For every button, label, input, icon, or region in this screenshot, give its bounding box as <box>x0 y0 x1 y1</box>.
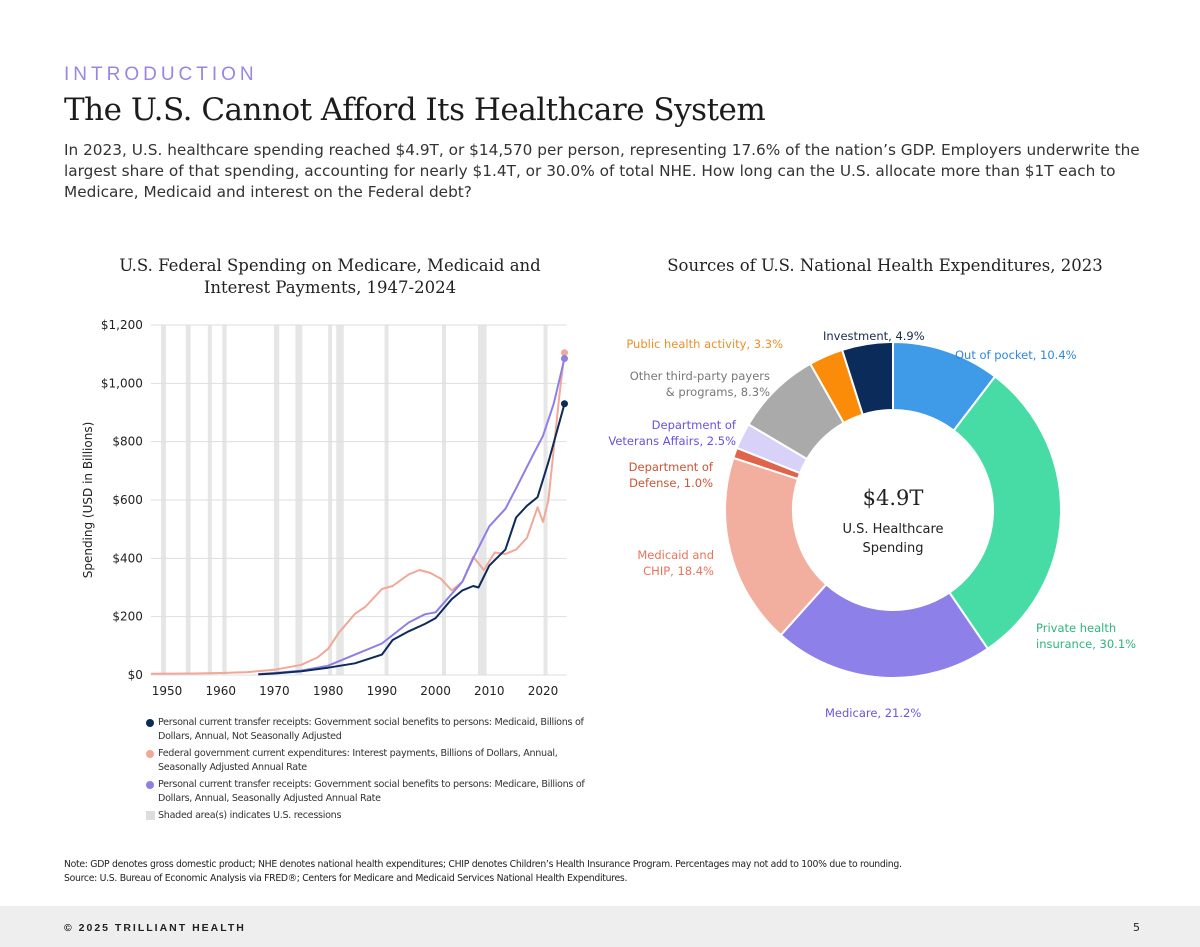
legend-label: Personal current transfer receipts: Gove… <box>158 717 584 742</box>
x-tick-label: 1950 <box>152 684 183 698</box>
x-tick-label: 1990 <box>367 684 398 698</box>
label-line: Other third-party payers <box>629 369 770 383</box>
x-tick-label: 1960 <box>205 684 236 698</box>
x-tick-label: 2000 <box>420 684 451 698</box>
line-chart-title: U.S. Federal Spending on Medicare, Medic… <box>90 255 570 299</box>
line-chart-title-line1: U.S. Federal Spending on Medicare, Medic… <box>119 256 541 275</box>
label-out-of-pocket: Out of pocket, 10.4% <box>955 348 1077 362</box>
donut-center-value: $4.9T <box>862 486 924 510</box>
legend-label: Personal current transfer receipts: Gove… <box>158 779 585 804</box>
label-defense: Department of Defense, 1.0% <box>629 459 713 491</box>
copyright: © 2025 TRILLIANT HEALTH <box>64 922 246 934</box>
label-line: Private health <box>1036 621 1117 635</box>
x-tick-label: 2020 <box>528 684 559 698</box>
label-line: Department of <box>651 418 736 432</box>
y-tick-label: $600 <box>112 493 143 507</box>
y-tick-label: $0 <box>128 668 143 682</box>
footnote: Note: GDP denotes gross domestic product… <box>64 858 902 886</box>
label-line: Medicaid and <box>637 548 714 562</box>
series-line <box>150 352 566 675</box>
line-chart-title-line2: Interest Payments, 1947-2024 <box>203 278 457 297</box>
legend-label: Federal government current expenditures:… <box>158 748 558 773</box>
section-eyebrow: INTRODUCTION <box>64 64 258 85</box>
donut-center-label: U.S. Healthcare Spending <box>842 522 944 556</box>
y-tick-label: $1,000 <box>101 376 143 390</box>
x-tick-label: 1980 <box>313 684 344 698</box>
legend-item-recessions: Shaded area(s) indicates U.S. recessions <box>145 809 605 823</box>
page-number: 5 <box>1133 921 1140 934</box>
series-line <box>258 358 566 676</box>
label-line: CHIP, 18.4% <box>643 564 714 578</box>
line-chart: $0 $200 $400 $600 $800 $1,000 $1,200 1950 1960 19… <box>81 318 568 698</box>
series-endpoint <box>560 355 568 363</box>
donut-chart <box>724 340 1062 679</box>
label-line: Department of <box>628 460 713 474</box>
y-tick-label: $800 <box>112 435 143 449</box>
series-endpoint <box>560 349 568 357</box>
line-chart-legend: Personal current transfer receipts: Gove… <box>145 716 605 827</box>
label-veterans-affairs: Department of Veterans Affairs, 2.5% <box>608 417 736 449</box>
legend-marker <box>146 781 154 789</box>
page-title: The U.S. Cannot Afford Its Healthcare Sy… <box>64 92 766 128</box>
donut-slice <box>840 340 894 416</box>
label-other-third-party: Other third-party payers & programs, 8.3% <box>630 368 770 400</box>
intro-paragraph: In 2023, U.S. healthcare spending reache… <box>64 141 1140 201</box>
y-tick-label: $200 <box>112 610 143 624</box>
legend-item-medicaid: Personal current transfer receipts: Gove… <box>145 716 605 743</box>
note-line: Note: GDP denotes gross domestic product… <box>64 859 902 870</box>
label-investment: Investment, 4.9% <box>823 329 925 343</box>
legend-item-medicare: Personal current transfer receipts: Gove… <box>145 778 605 805</box>
x-tick-label: 2010 <box>474 684 505 698</box>
label-line: Veterans Affairs, 2.5% <box>608 434 736 448</box>
y-tick-label: $1,200 <box>101 318 143 332</box>
x-tick-label: 1970 <box>259 684 290 698</box>
series-line <box>258 403 566 676</box>
donut-slice <box>779 583 990 679</box>
donut-slice <box>948 375 1062 651</box>
series-endpoint <box>560 400 568 408</box>
y-axis-label: Spending (USD in Billions) <box>81 422 95 579</box>
legend-marker <box>146 750 154 758</box>
legend-label: Shaded area(s) indicates U.S. recessions <box>158 810 342 821</box>
label-medicare: Medicare, 21.2% <box>825 706 922 720</box>
label-public-health: Public health activity, 3.3% <box>626 337 783 351</box>
footer-bar <box>0 906 1200 947</box>
donut-chart-title: Sources of U.S. National Health Expendit… <box>667 256 1103 275</box>
label-private-insurance: Private health insurance, 30.1% <box>1036 620 1136 652</box>
label-line: Defense, 1.0% <box>629 476 713 490</box>
label-line: & programs, 8.3% <box>665 385 770 399</box>
y-tick-label: $400 <box>112 551 143 565</box>
label-line: insurance, 30.1% <box>1036 637 1137 651</box>
source-line: Source: U.S. Bureau of Economic Analysis… <box>64 873 628 884</box>
legend-item-interest: Federal government current expenditures:… <box>145 747 605 774</box>
label-medicaid-chip: Medicaid and CHIP, 18.4% <box>637 547 714 579</box>
legend-marker <box>146 719 154 727</box>
legend-marker <box>146 811 155 820</box>
